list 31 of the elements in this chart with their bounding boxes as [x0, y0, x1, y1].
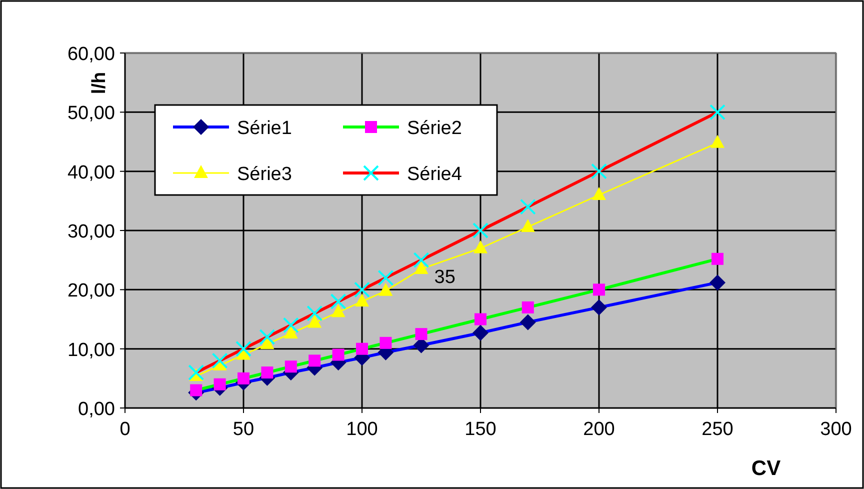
x-tick-label: 200 — [583, 419, 615, 440]
point — [414, 260, 428, 274]
y-tick-label: 30,00 — [67, 222, 115, 242]
point — [520, 218, 535, 232]
y-tick-label: 20,00 — [67, 280, 115, 302]
point — [331, 304, 346, 318]
y-axis-title: l/h — [89, 72, 110, 94]
point — [308, 314, 322, 328]
point — [378, 282, 393, 296]
y-tick-label: 0,00 — [78, 399, 115, 420]
y-tick-label: 60,00 — [67, 44, 115, 65]
x-tick-label: 0 — [120, 419, 130, 440]
x-tick-label: 150 — [464, 419, 496, 440]
x-tick-label: 50 — [232, 419, 254, 440]
y-tick-label: 40,00 — [67, 162, 115, 184]
x-tick-label: 300 — [820, 419, 852, 440]
x-axis-title: CV — [751, 457, 781, 480]
legend-label: Série4 — [407, 164, 462, 185]
x-tick-label: 250 — [702, 419, 734, 440]
point — [474, 240, 488, 254]
legend-label: Série1 — [237, 118, 292, 139]
legend-label: Série3 — [237, 164, 292, 185]
point — [284, 325, 298, 338]
point — [710, 134, 724, 148]
annotation: 35 — [434, 266, 456, 288]
point — [592, 187, 606, 200]
legend-label: Série2 — [407, 118, 462, 139]
y-tick-label: 10,00 — [67, 340, 115, 361]
y-tick-label: 50,00 — [67, 103, 115, 124]
point — [355, 294, 369, 306]
x-tick-label: 100 — [346, 419, 378, 440]
